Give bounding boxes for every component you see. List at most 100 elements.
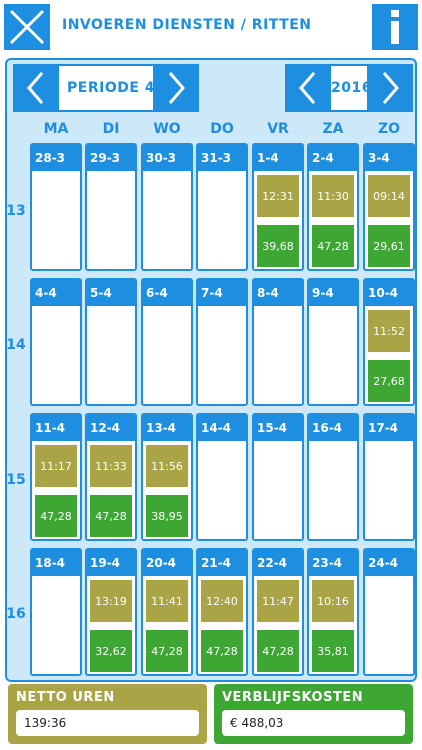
hours-badge[interactable]: 11:30 bbox=[312, 175, 354, 217]
day-date: 13-4 bbox=[143, 415, 191, 441]
day-body: 09:14 29,61 bbox=[365, 171, 413, 269]
hours-badge[interactable]: 09:14 bbox=[368, 175, 410, 217]
hours-badge[interactable]: 11:56 bbox=[146, 445, 188, 487]
chevron-left-icon bbox=[299, 72, 316, 104]
day-body: 11:52 27,68 bbox=[365, 306, 413, 404]
day-date: 16-4 bbox=[309, 415, 357, 441]
day-date: 24-4 bbox=[365, 550, 413, 576]
cost-badge[interactable]: 29,61 bbox=[368, 225, 410, 267]
hours-badge[interactable]: 10:16 bbox=[312, 580, 354, 622]
hours-badge[interactable]: 11:47 bbox=[257, 580, 299, 622]
day-date: 21-4 bbox=[198, 550, 246, 576]
verblijfskosten-label: VERBLIJFSKOSTEN bbox=[222, 690, 364, 705]
day-cell[interactable]: 17-4 bbox=[363, 413, 415, 541]
netto-uren-label: NETTO UREN bbox=[16, 690, 115, 705]
day-date: 2-4 bbox=[309, 145, 357, 171]
day-cell[interactable]: 24-4 bbox=[363, 548, 415, 676]
day-cell[interactable]: 18-4 bbox=[30, 548, 82, 676]
close-button[interactable] bbox=[4, 4, 50, 50]
day-cell[interactable]: 2-4 11:30 47,28 bbox=[307, 143, 359, 271]
cost-badge[interactable]: 47,28 bbox=[201, 630, 243, 672]
close-icon bbox=[9, 9, 45, 45]
day-header: WO bbox=[153, 121, 181, 137]
day-cell[interactable]: 31-3 bbox=[196, 143, 248, 271]
day-cell[interactable]: 1-4 12:31 39,68 bbox=[252, 143, 304, 271]
day-cell[interactable]: 22-4 11:47 47,28 bbox=[252, 548, 304, 676]
day-date: 14-4 bbox=[198, 415, 246, 441]
day-body: 12:31 39,68 bbox=[254, 171, 302, 269]
year-next-button[interactable] bbox=[367, 64, 413, 112]
day-body bbox=[254, 306, 302, 404]
cost-badge[interactable]: 47,28 bbox=[257, 630, 299, 672]
hours-badge[interactable]: 11:17 bbox=[35, 445, 77, 487]
day-date: 11-4 bbox=[32, 415, 80, 441]
day-body: 11:30 47,28 bbox=[309, 171, 357, 269]
info-button[interactable] bbox=[372, 4, 418, 50]
cost-badge[interactable]: 47,28 bbox=[312, 225, 354, 267]
hours-badge[interactable]: 11:52 bbox=[368, 310, 410, 352]
year-label: 2016 bbox=[331, 80, 372, 96]
day-header: ZO bbox=[377, 121, 401, 137]
week-number: 14 bbox=[6, 337, 26, 353]
day-body bbox=[254, 441, 302, 539]
day-cell[interactable]: 6-4 bbox=[141, 278, 193, 406]
day-cell[interactable]: 30-3 bbox=[141, 143, 193, 271]
day-date: 3-4 bbox=[365, 145, 413, 171]
week-number: 15 bbox=[6, 472, 26, 488]
day-cell[interactable]: 12-4 11:33 47,28 bbox=[85, 413, 137, 541]
day-date: 18-4 bbox=[32, 550, 80, 576]
day-date: 8-4 bbox=[254, 280, 302, 306]
cost-badge[interactable]: 32,62 bbox=[90, 630, 132, 672]
day-body: 10:16 35,81 bbox=[309, 576, 357, 674]
day-cell[interactable]: 10-4 11:52 27,68 bbox=[363, 278, 415, 406]
day-cell[interactable]: 7-4 bbox=[196, 278, 248, 406]
year-prev-button[interactable] bbox=[285, 64, 331, 112]
period-prev-button[interactable] bbox=[13, 64, 59, 112]
day-cell[interactable]: 29-3 bbox=[85, 143, 137, 271]
cost-badge[interactable]: 47,28 bbox=[146, 630, 188, 672]
cost-badge[interactable]: 47,28 bbox=[35, 495, 77, 537]
day-cell[interactable]: 14-4 bbox=[196, 413, 248, 541]
cost-badge[interactable]: 27,68 bbox=[368, 360, 410, 402]
day-body bbox=[309, 441, 357, 539]
day-header: DI bbox=[102, 121, 120, 137]
week-number: 16 bbox=[6, 606, 26, 622]
day-cell[interactable]: 28-3 bbox=[30, 143, 82, 271]
day-cell[interactable]: 16-4 bbox=[307, 413, 359, 541]
day-cell[interactable]: 5-4 bbox=[85, 278, 137, 406]
day-cell[interactable]: 8-4 bbox=[252, 278, 304, 406]
day-date: 5-4 bbox=[87, 280, 135, 306]
hours-badge[interactable]: 12:40 bbox=[201, 580, 243, 622]
day-cell[interactable]: 23-4 10:16 35,81 bbox=[307, 548, 359, 676]
cost-badge[interactable]: 35,81 bbox=[312, 630, 354, 672]
day-body bbox=[365, 441, 413, 539]
day-date: 6-4 bbox=[143, 280, 191, 306]
week-number: 13 bbox=[6, 203, 26, 219]
cost-badge[interactable]: 38,95 bbox=[146, 495, 188, 537]
day-cell[interactable]: 9-4 bbox=[307, 278, 359, 406]
day-cell[interactable]: 20-4 11:41 47,28 bbox=[141, 548, 193, 676]
day-cell[interactable]: 19-4 13:19 32,62 bbox=[85, 548, 137, 676]
verblijfskosten-value: € 488,03 bbox=[222, 710, 405, 736]
cost-badge[interactable]: 47,28 bbox=[90, 495, 132, 537]
day-date: 31-3 bbox=[198, 145, 246, 171]
cost-badge[interactable]: 39,68 bbox=[257, 225, 299, 267]
day-cell[interactable]: 13-4 11:56 38,95 bbox=[141, 413, 193, 541]
hours-badge[interactable]: 13:19 bbox=[90, 580, 132, 622]
day-cell[interactable]: 3-4 09:14 29,61 bbox=[363, 143, 415, 271]
hours-badge[interactable]: 12:31 bbox=[257, 175, 299, 217]
day-date: 10-4 bbox=[365, 280, 413, 306]
period-label: PERIODE 4 bbox=[67, 80, 156, 96]
hours-badge[interactable]: 11:33 bbox=[90, 445, 132, 487]
day-body bbox=[365, 576, 413, 674]
period-next-button[interactable] bbox=[153, 64, 199, 112]
day-cell[interactable]: 11-4 11:17 47,28 bbox=[30, 413, 82, 541]
day-header: VR bbox=[267, 121, 289, 137]
day-cell[interactable]: 15-4 bbox=[252, 413, 304, 541]
day-date: 22-4 bbox=[254, 550, 302, 576]
day-cell[interactable]: 21-4 12:40 47,28 bbox=[196, 548, 248, 676]
day-date: 20-4 bbox=[143, 550, 191, 576]
hours-badge[interactable]: 11:41 bbox=[146, 580, 188, 622]
day-cell[interactable]: 4-4 bbox=[30, 278, 82, 406]
netto-uren-value: 139:36 bbox=[16, 710, 199, 736]
